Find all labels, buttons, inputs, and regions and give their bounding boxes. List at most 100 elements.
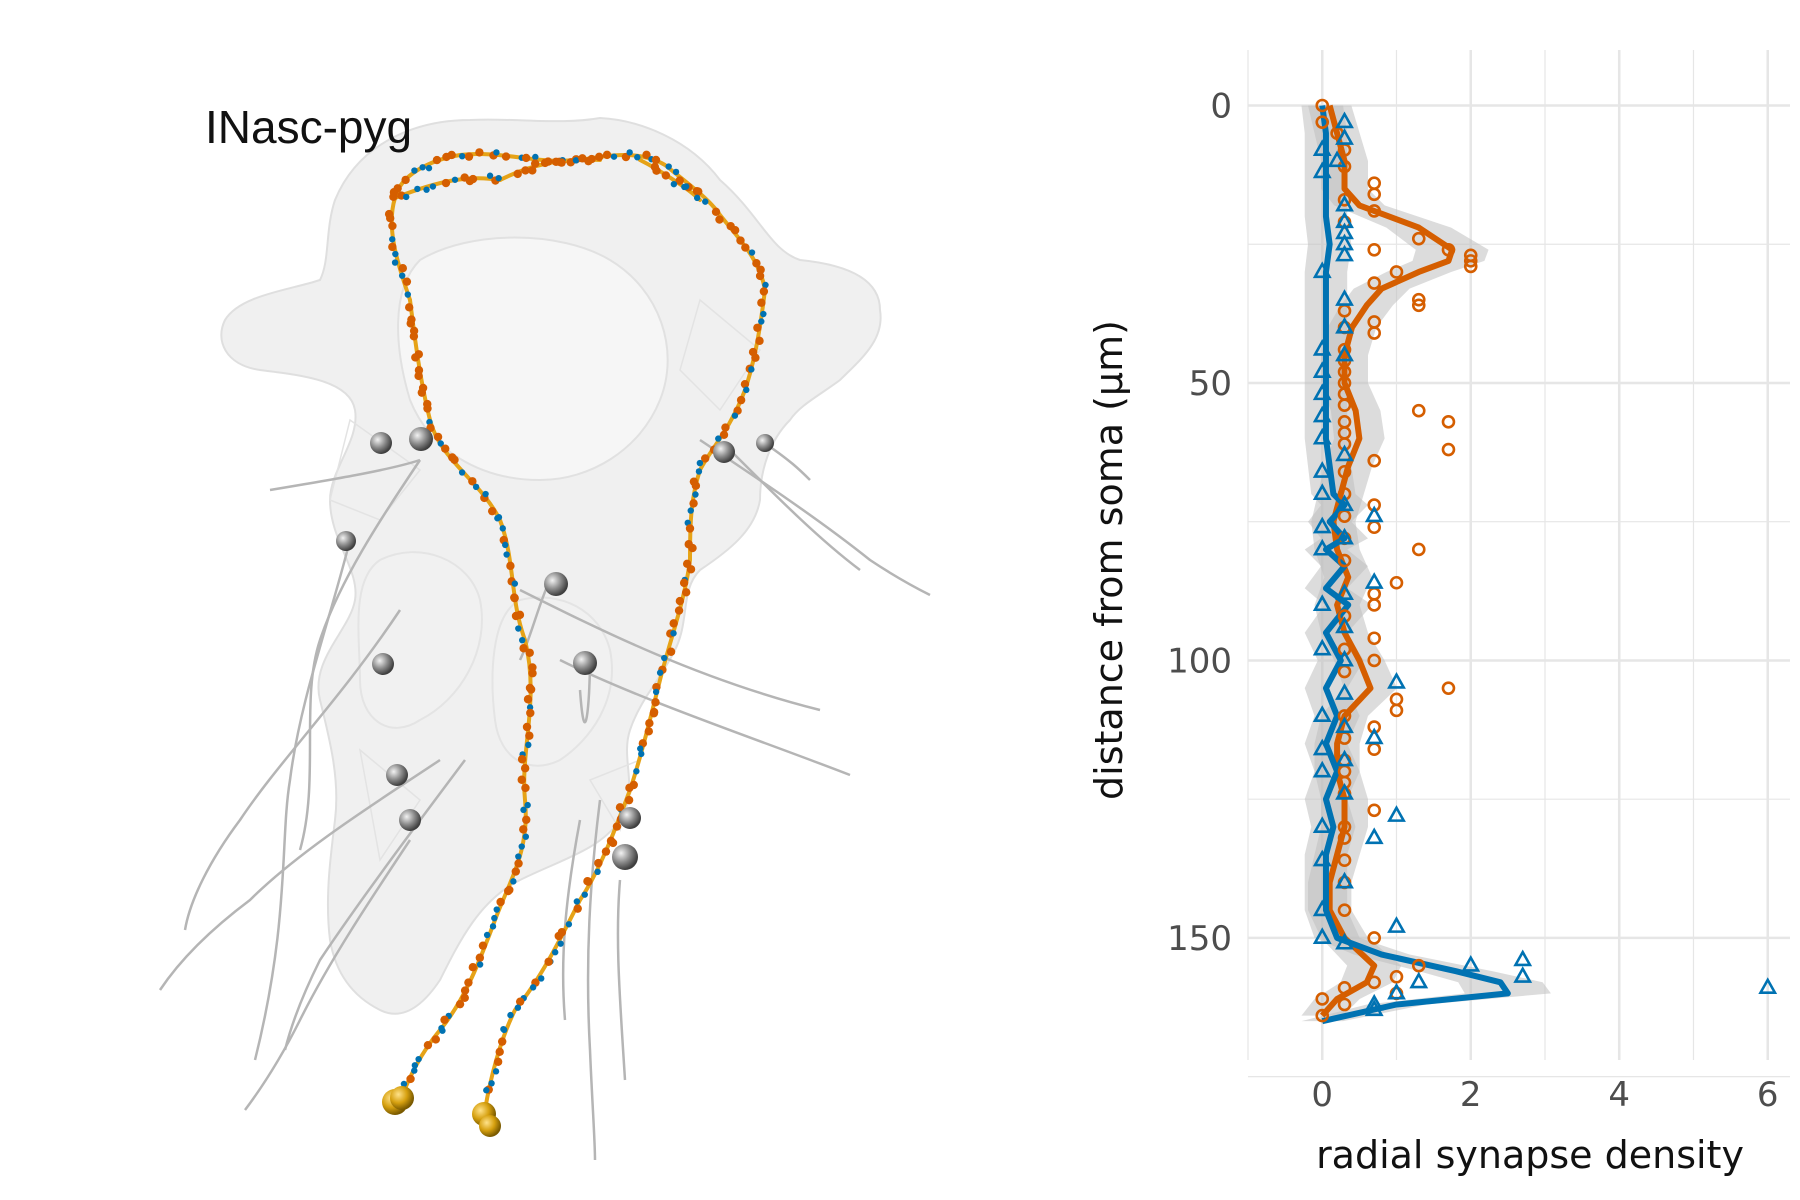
postsynapse-point xyxy=(1335,649,1354,667)
presynapse-dot xyxy=(644,727,653,736)
postsynapse-dot xyxy=(525,741,532,749)
postsynapse-dot xyxy=(581,891,588,898)
postsynapse-point xyxy=(1312,405,1332,423)
presynapse-point xyxy=(1411,231,1426,246)
postsynapse-dot xyxy=(423,186,430,193)
presynapse-dot xyxy=(515,997,525,1006)
presynapse-dot xyxy=(433,432,443,442)
presynapse-point xyxy=(1389,986,1404,1001)
presynapse-dot xyxy=(740,379,750,389)
postsynapse-point xyxy=(1335,444,1354,462)
presynapse-point xyxy=(1367,803,1382,818)
postsynapse-dot xyxy=(519,636,526,644)
postsynapse-dot xyxy=(762,281,769,289)
presynapse-point xyxy=(1337,609,1352,623)
presynapse-dot xyxy=(401,175,410,185)
presynapse-point xyxy=(1441,242,1456,257)
presynapse-dot xyxy=(440,1015,449,1024)
x-tick-label: 4 xyxy=(1608,1075,1630,1115)
postsynapse-dot xyxy=(414,185,421,193)
presynapse-dot xyxy=(757,298,766,307)
y-tick-label: 100 xyxy=(1167,641,1232,681)
presynapse-dot xyxy=(730,225,740,235)
postsynapse-dot xyxy=(495,174,502,182)
postsynapse-dot xyxy=(529,984,537,991)
postsynapse-dot xyxy=(389,236,396,243)
presynapse-point xyxy=(1337,320,1352,335)
postsynapse-dot xyxy=(551,949,559,956)
postsynapse-dot xyxy=(672,168,680,176)
postsynapse-dot xyxy=(670,180,678,188)
postsynapse-dot xyxy=(760,310,767,318)
postsynapse-point xyxy=(1312,339,1332,356)
presynapse-dot xyxy=(513,169,522,179)
presynapse-point xyxy=(1389,575,1404,590)
presynapse-point xyxy=(1337,831,1352,845)
postsynapse-point xyxy=(1335,128,1354,145)
presynapse-dot xyxy=(432,155,442,165)
presynapse-dot xyxy=(528,166,537,175)
presynapse-point xyxy=(1367,631,1382,646)
postsynapse-dot xyxy=(638,750,645,758)
postsynapse-point xyxy=(1312,538,1332,556)
presynapse-dot xyxy=(649,707,659,717)
presynapse-dot xyxy=(406,1074,415,1084)
presynapse-dot xyxy=(389,192,398,202)
presynapse-dot xyxy=(468,477,477,486)
postsynapse-point xyxy=(1335,749,1354,767)
presynapse-point xyxy=(1441,415,1456,429)
postsynapse-point xyxy=(1335,289,1354,306)
postsynapse-dot xyxy=(411,167,418,174)
postsynapse-dot xyxy=(702,198,709,205)
presynapse-point xyxy=(1367,453,1382,468)
presynapse-dot xyxy=(578,154,587,163)
presynapse-dot xyxy=(557,158,566,167)
postsynapse-dot xyxy=(437,440,444,447)
presynapse-dot xyxy=(520,764,530,773)
postsynapse-dot xyxy=(695,468,703,475)
presynapse-dot xyxy=(515,610,525,620)
postsynapse-point xyxy=(1335,211,1354,229)
presynapse-point xyxy=(1337,487,1352,501)
presynapse-point xyxy=(1337,376,1352,390)
chart-grid xyxy=(1247,50,1790,1078)
confidence-band xyxy=(1301,105,1551,1022)
presynapse-dot xyxy=(642,150,651,160)
postsynapse-point xyxy=(1312,427,1332,445)
y-tick-labels: 0 50 100 150 xyxy=(1167,86,1232,958)
postsynapse-point xyxy=(1335,932,1354,950)
presynapse-dot xyxy=(544,957,553,966)
presynapse-dot xyxy=(651,155,661,165)
presynapse-dot xyxy=(583,877,592,886)
presynapse-point xyxy=(1337,398,1352,412)
presynapse-dot xyxy=(573,904,582,913)
presynapse-dot xyxy=(601,847,611,856)
presynapse-dot xyxy=(528,669,537,678)
presynapse-point xyxy=(1389,265,1404,279)
presynapse-point xyxy=(1315,115,1330,129)
x-axis-title: radial synapse density xyxy=(1316,1133,1744,1177)
presynapse-point xyxy=(1337,786,1352,801)
presynapse-dot xyxy=(715,215,724,224)
presynapse-dot xyxy=(606,836,616,846)
presynapse-point xyxy=(1463,259,1478,274)
postsynapse-dot xyxy=(743,386,750,394)
presynapse-dot xyxy=(675,176,684,185)
presynapse-point xyxy=(1389,969,1404,984)
postsynapse-point xyxy=(1312,483,1332,501)
presynapse-dot xyxy=(543,157,553,166)
postsynapse-dot xyxy=(438,1024,445,1032)
presynapse-point xyxy=(1315,98,1330,113)
postsynapse-dot xyxy=(392,250,399,258)
presynapse-dot xyxy=(679,578,689,588)
presynapse-dot xyxy=(694,187,703,196)
confidence-bands xyxy=(1301,105,1551,1022)
postsynapse-dot xyxy=(573,898,581,905)
postsynapse-dot xyxy=(493,149,500,156)
presynapse-point xyxy=(1367,975,1382,990)
presynapse-point xyxy=(1411,958,1426,973)
presynapse-dot xyxy=(510,593,519,603)
postsynapse-dot xyxy=(483,1087,490,1094)
presynapse-point xyxy=(1337,387,1352,401)
